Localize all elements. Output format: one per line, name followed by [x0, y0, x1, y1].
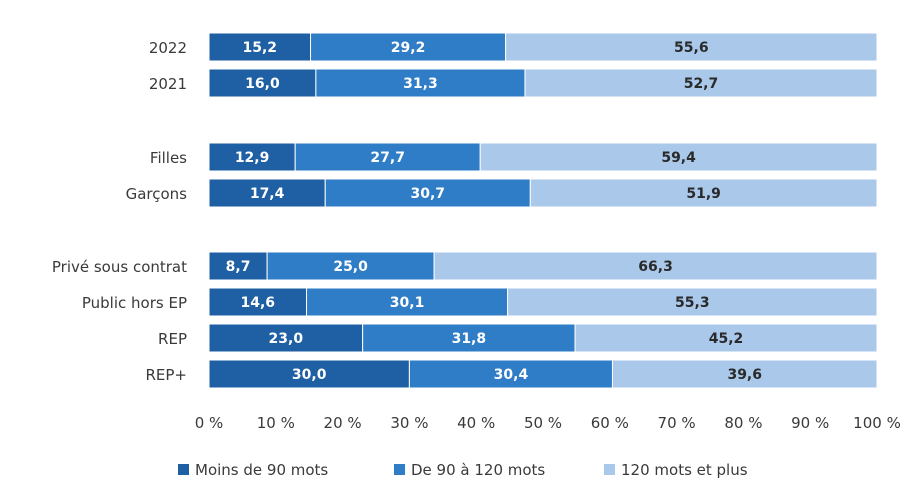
- bar-segment: [574, 323, 878, 353]
- bar-segment: [315, 68, 526, 98]
- bar-segment: [208, 323, 364, 353]
- data-label: 45,2: [709, 331, 744, 347]
- category-label: Garçons: [126, 185, 188, 203]
- bar-segment: [266, 251, 435, 281]
- x-tick-label: 60 %: [591, 414, 629, 432]
- bar-segment: [208, 32, 312, 62]
- data-label: 31,8: [452, 331, 487, 347]
- bar-segment: [433, 251, 878, 281]
- data-label: 27,7: [370, 150, 405, 166]
- legend-label: Moins de 90 mots: [195, 461, 328, 479]
- data-label: 55,3: [675, 295, 710, 311]
- x-tick-label: 30 %: [390, 414, 428, 432]
- bar-segment: [208, 359, 410, 389]
- bar-segment: [310, 32, 507, 62]
- bar-segment: [611, 359, 878, 389]
- category-label: REP: [158, 330, 187, 348]
- data-label: 29,2: [391, 40, 426, 56]
- bar-segment: [208, 251, 268, 281]
- category-label: REP+: [145, 366, 187, 384]
- bar-segment: [208, 178, 326, 208]
- bar-segment: [479, 142, 878, 172]
- data-label: 55,6: [674, 40, 709, 56]
- bar-segment: [208, 287, 308, 317]
- data-label: 12,9: [235, 150, 270, 166]
- data-label: 30,4: [494, 367, 529, 383]
- bar-segment: [362, 323, 576, 353]
- data-label: 25,0: [333, 259, 368, 275]
- legend-swatch: [394, 464, 405, 475]
- data-label: 30,1: [390, 295, 425, 311]
- bar-segment: [524, 68, 878, 98]
- legend-label: 120 mots et plus: [621, 461, 748, 479]
- x-tick-label: 20 %: [324, 414, 362, 432]
- category-label: 2022: [149, 39, 187, 57]
- category-label: 2021: [149, 75, 187, 93]
- data-label: 30,0: [292, 367, 327, 383]
- data-label: 8,7: [226, 259, 251, 275]
- data-label: 31,3: [403, 76, 438, 92]
- data-label: 16,0: [245, 76, 280, 92]
- category-label: Privé sous contrat: [52, 258, 187, 276]
- x-tick-label: 100 %: [853, 414, 901, 432]
- x-tick-label: 40 %: [457, 414, 495, 432]
- category-label: Filles: [150, 149, 187, 167]
- x-tick-label: 10 %: [257, 414, 295, 432]
- data-label: 30,7: [410, 186, 445, 202]
- bars-layer: 15,2 29,2 55,6 16,0 31,3 52,7 12,9 27,7 59,4 17,4…: [208, 32, 878, 389]
- legend: Moins de 90 mots De 90 à 120 mots 120 mots…: [178, 461, 748, 479]
- data-label: 66,3: [638, 259, 673, 275]
- legend-swatch: [604, 464, 615, 475]
- bar-segment: [306, 287, 509, 317]
- data-label: 51,9: [686, 186, 721, 202]
- data-label: 23,0: [269, 331, 304, 347]
- x-tick-label: 0 %: [195, 414, 224, 432]
- bar-segment: [507, 287, 878, 317]
- bar-segment: [505, 32, 878, 62]
- x-tick-label: 90 %: [791, 414, 829, 432]
- data-label: 59,4: [661, 150, 696, 166]
- bar-segment: [408, 359, 613, 389]
- x-tick-label: 70 %: [658, 414, 696, 432]
- category-labels: 2022 2021 Filles Garçons Privé sous contrat P…: [52, 39, 187, 384]
- data-label: 14,6: [240, 295, 275, 311]
- data-label: 39,6: [727, 367, 762, 383]
- category-label: Public hors EP: [82, 294, 187, 312]
- x-tick-label: 80 %: [724, 414, 762, 432]
- x-axis-ticks: 0 % 10 % 20 % 30 % 40 % 50 % 60 % 70 % 80 % 90 % 1…: [195, 414, 901, 432]
- bar-segment: [529, 178, 878, 208]
- data-label: 17,4: [250, 186, 285, 202]
- legend-label: De 90 à 120 mots: [411, 461, 545, 479]
- data-label: 15,2: [242, 40, 277, 56]
- data-label: 52,7: [684, 76, 719, 92]
- bar-segment: [208, 142, 296, 172]
- bar-segment: [294, 142, 481, 172]
- legend-swatch: [178, 464, 189, 475]
- x-tick-label: 50 %: [524, 414, 562, 432]
